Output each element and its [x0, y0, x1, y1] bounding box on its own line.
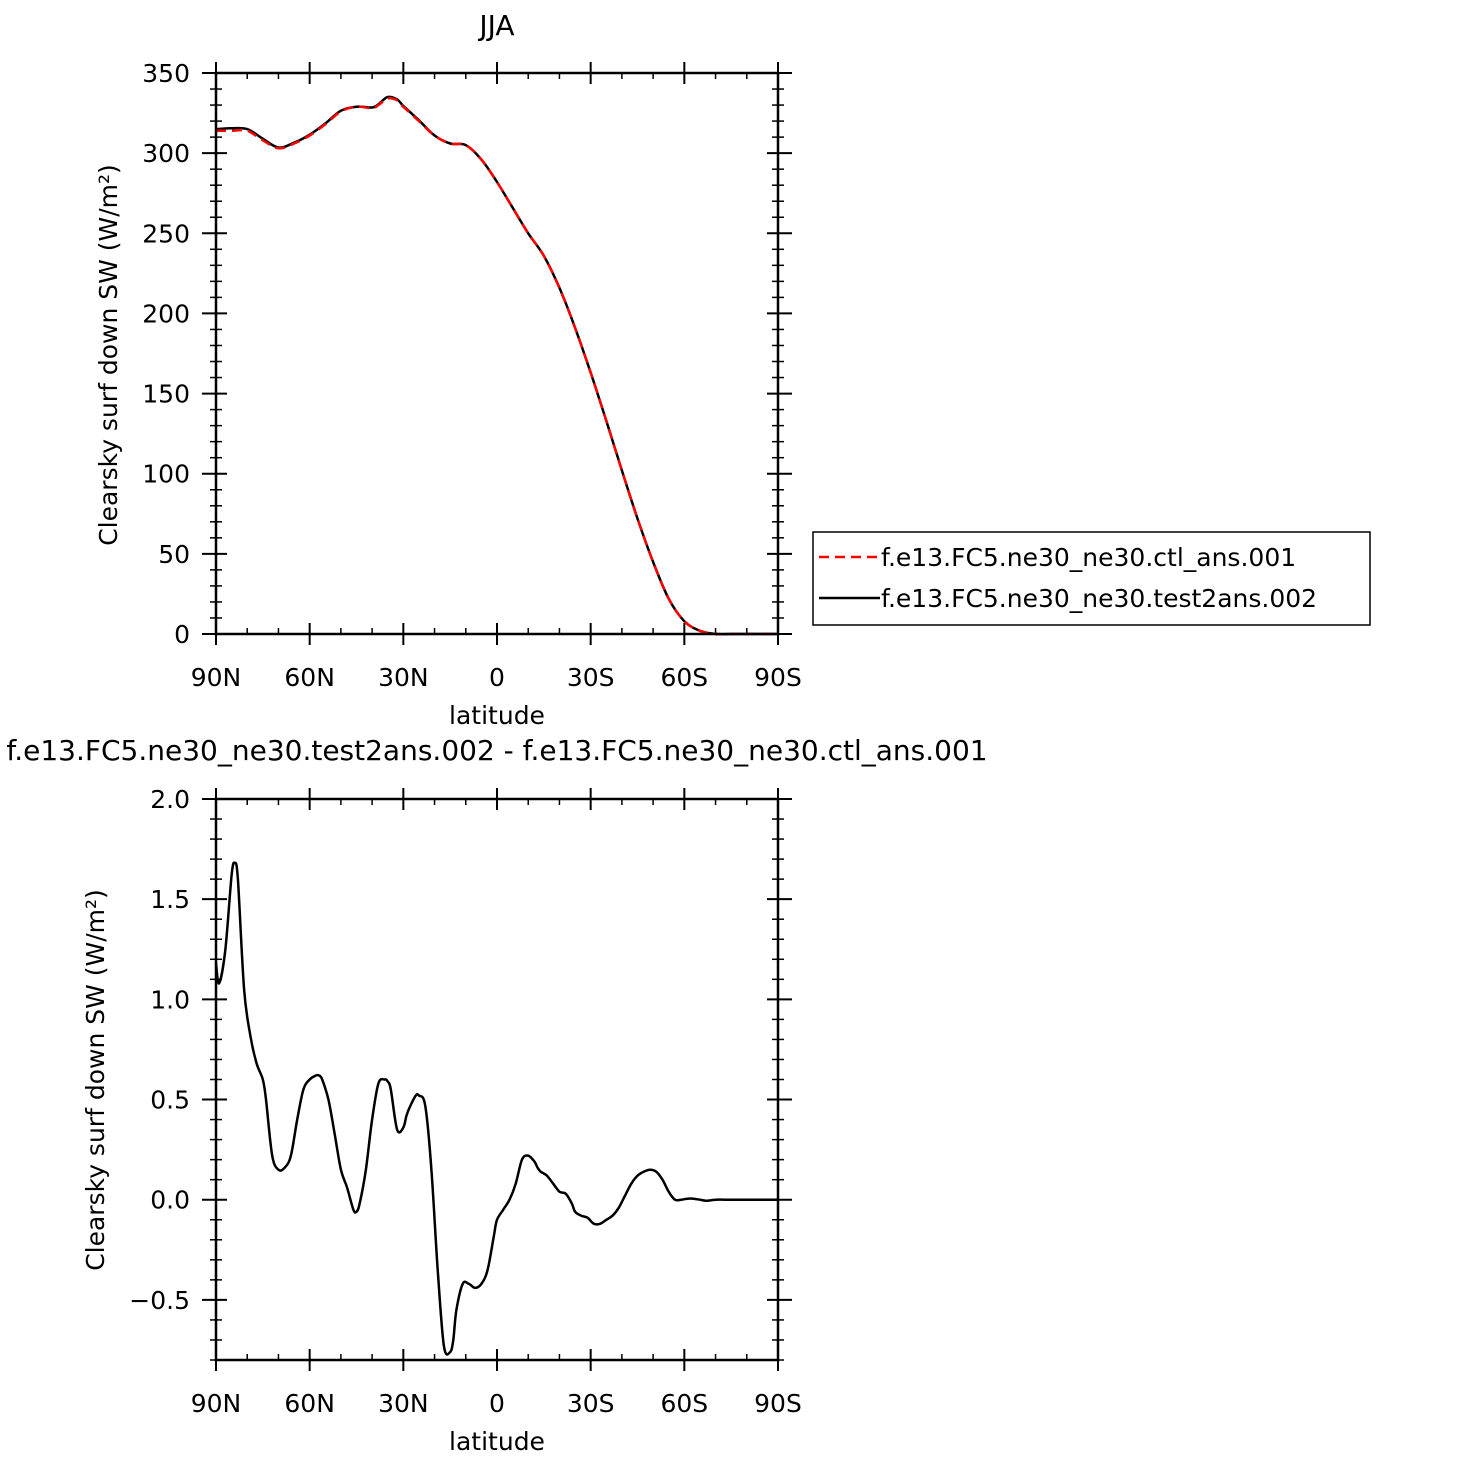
x-tick-label: 90N	[191, 1389, 242, 1418]
x-tick-label: 90S	[754, 663, 802, 692]
bottom-series-group	[214, 861, 778, 1356]
top-y-axis-label: Clearsky surf down SW (W/m²)	[94, 164, 123, 546]
x-tick-label: 60N	[284, 1389, 335, 1418]
y-tick-label: 50	[158, 540, 190, 569]
bottom-y-axis-label: Clearsky surf down SW (W/m²)	[81, 889, 110, 1271]
y-tick-label: 0.5	[150, 1086, 190, 1115]
bottom-chart-title: f.e13.FC5.ne30_ne30.test2ans.002 - f.e13…	[6, 734, 987, 767]
y-tick-label: 1.0	[150, 985, 190, 1014]
bottom-axis-ticks: 90N 60N 30N 0 30S 60S 90S −0.5 0.0 0.5 1.0 1.5 2.0	[129, 785, 802, 1418]
legend-box	[812, 531, 1371, 626]
legend-label-ctl: f.e13.FC5.ne30_ne30.ctl_ans.001	[881, 543, 1296, 572]
y-tick-label: 300	[142, 139, 190, 168]
top-x-axis-label: latitude	[449, 701, 545, 730]
y-tick-label: 2.0	[150, 785, 190, 814]
y-tick-label: 350	[142, 59, 190, 88]
bottom-panel: f.e13.FC5.ne30_ne30.test2ans.002 - f.e13…	[6, 734, 987, 1456]
legend: f.e13.FC5.ne30_ne30.ctl_ans.001 f.e13.FC…	[812, 531, 1371, 626]
y-tick-label: 150	[142, 380, 190, 409]
top-chart-title: JJA	[477, 9, 514, 42]
top-series-group	[215, 95, 778, 636]
x-tick-label: 60S	[660, 1389, 708, 1418]
x-tick-label: 30S	[567, 663, 615, 692]
x-tick-label: 0	[489, 663, 505, 692]
top-axis-ticks: 90N 60N 30N 0 30S 60S 90S 0 50 100 150 200 250 300 350	[142, 59, 802, 692]
x-tick-label: 30N	[378, 663, 429, 692]
x-tick-label: 30S	[567, 1389, 615, 1418]
y-tick-label: 0	[174, 620, 190, 649]
series-line-0-0	[216, 97, 778, 636]
x-tick-label: 60N	[284, 663, 335, 692]
x-tick-label: 90N	[191, 663, 242, 692]
y-tick-label: 0.0	[150, 1186, 190, 1215]
x-tick-label: 0	[489, 1389, 505, 1418]
y-tick-label: 250	[142, 219, 190, 248]
legend-label-test: f.e13.FC5.ne30_ne30.test2ans.002	[881, 584, 1317, 613]
x-tick-label: 90S	[754, 1389, 802, 1418]
y-tick-label: 1.5	[150, 885, 190, 914]
x-tick-label: 30N	[378, 1389, 429, 1418]
top-plot-frame	[214, 71, 780, 636]
x-tick-label: 60S	[660, 663, 708, 692]
top-panel: JJA 90N 60N 30N 0 30S 60S 90S 0 50 100 150 200 250 30…	[94, 9, 802, 730]
series-line-0-1	[215, 95, 778, 636]
y-tick-label: 200	[142, 299, 190, 328]
bottom-plot-frame	[214, 797, 780, 1362]
series-line-1-0	[214, 861, 778, 1356]
bottom-x-axis-label: latitude	[449, 1427, 545, 1456]
y-tick-label: −0.5	[129, 1286, 190, 1315]
y-tick-label: 100	[142, 460, 190, 489]
